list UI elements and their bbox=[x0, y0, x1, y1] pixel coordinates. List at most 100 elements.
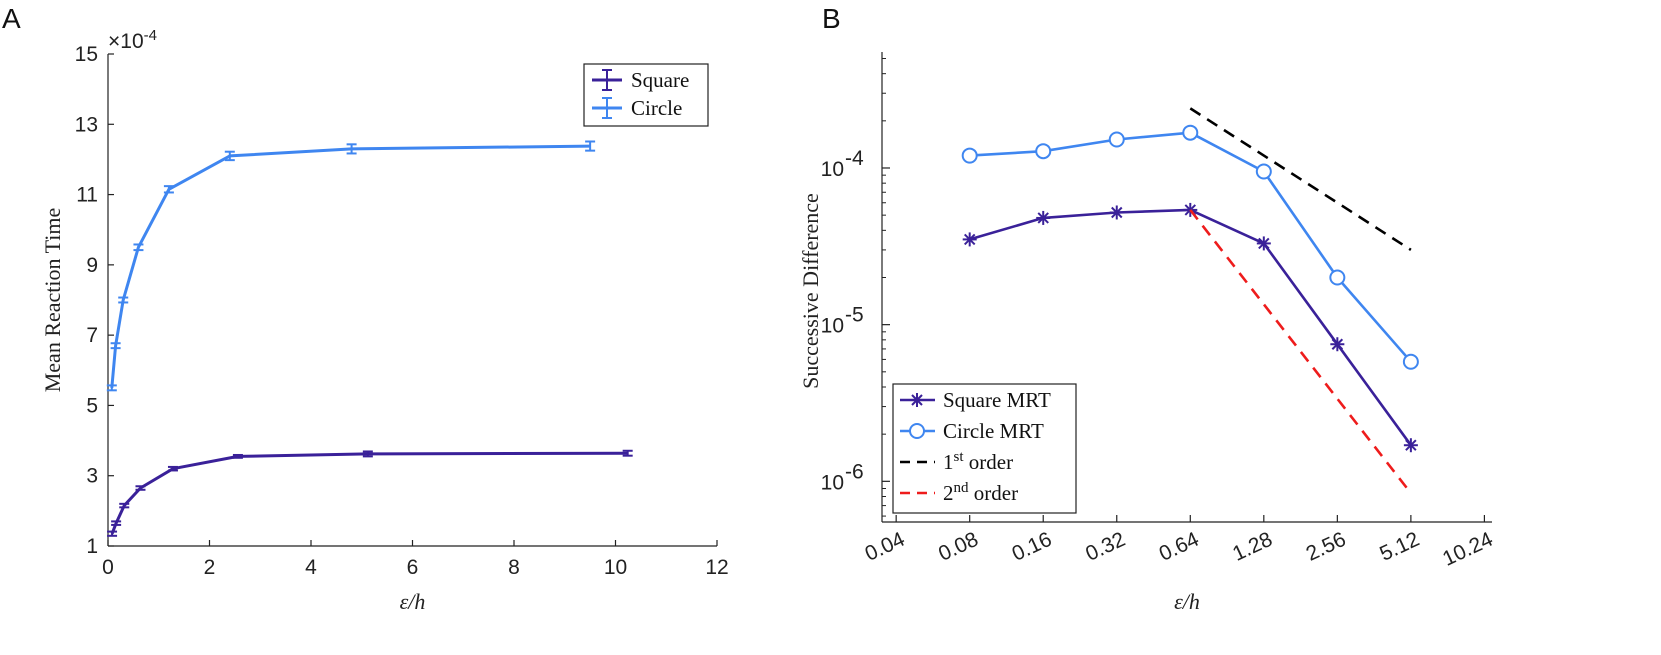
error-bar bbox=[110, 342, 121, 350]
x-tick-label: 0.04 bbox=[862, 528, 909, 566]
x-tick-label: 1.28 bbox=[1229, 528, 1276, 566]
series-line-circle-mrt bbox=[969, 131, 1412, 363]
legend-label-order: 1st order bbox=[943, 449, 1013, 474]
x-tick-label: 0.64 bbox=[1156, 528, 1203, 566]
y-axis-label: Mean Reaction Time bbox=[40, 208, 65, 393]
legend-label-order: 2nd order bbox=[943, 480, 1018, 505]
legend-label-base: 2 bbox=[943, 481, 954, 505]
y-tick-label: 15 bbox=[75, 43, 98, 66]
x-tick-label: 0.32 bbox=[1082, 528, 1129, 566]
legend-label: Circle MRT bbox=[943, 419, 1044, 443]
error-bar bbox=[346, 143, 357, 155]
asterisk-marker bbox=[1109, 205, 1124, 220]
y-tick-label: 10 bbox=[821, 158, 844, 181]
error-bar bbox=[106, 384, 117, 392]
error-bar bbox=[362, 450, 373, 458]
asterisk-stroke bbox=[963, 233, 976, 246]
error-bar bbox=[232, 453, 243, 459]
y-tick-label: 13 bbox=[75, 113, 98, 136]
y-tick-label: 9 bbox=[86, 254, 98, 277]
legend-label-square: Square bbox=[631, 68, 689, 92]
chart-b-successive-difference: 10-610-510 -40.04 0.08 0.16 0.32 0.64 1.28 2.56… bbox=[798, 52, 1497, 614]
y-tick-label: 5 bbox=[86, 394, 98, 417]
x-tick-label: 0.16 bbox=[1009, 528, 1056, 566]
series-line-1st-order bbox=[1189, 107, 1412, 251]
error-bar bbox=[133, 243, 144, 252]
y-tick-exponent: -5 bbox=[845, 304, 864, 327]
asterisk-marker bbox=[962, 232, 977, 247]
circle-marker bbox=[1108, 131, 1125, 148]
asterisk-stroke bbox=[1258, 237, 1270, 250]
error-bar bbox=[107, 530, 118, 537]
legend-label: Square MRT bbox=[943, 388, 1051, 412]
y-tick-base: 10 bbox=[821, 471, 844, 494]
legend-swatch-marker bbox=[909, 423, 925, 439]
error-bar bbox=[119, 502, 130, 509]
circle-marker bbox=[1035, 143, 1052, 160]
x-tick-label: 2 bbox=[204, 556, 216, 579]
panel-label-b: B bbox=[822, 3, 841, 34]
legend-label-base: 1 bbox=[943, 450, 954, 474]
error-bar bbox=[111, 520, 122, 526]
y-tick-label: 7 bbox=[86, 324, 98, 347]
legend-label-sup: st bbox=[954, 449, 965, 465]
x-tick-label: 0.08 bbox=[935, 528, 982, 566]
y-tick-base: 10 bbox=[821, 315, 844, 338]
y-exponent-label: ×10-4 bbox=[108, 27, 157, 53]
asterisk-stroke bbox=[1331, 338, 1344, 350]
series-line-square bbox=[110, 451, 628, 535]
y-tick-base: 10 bbox=[821, 158, 844, 181]
y-multiplier-base: ×10 bbox=[108, 30, 144, 53]
y-tick-label: 3 bbox=[86, 465, 98, 488]
circle-marker bbox=[1329, 269, 1346, 286]
legend-label-rest: order bbox=[969, 481, 1019, 505]
series-line-2nd-order bbox=[1189, 209, 1412, 494]
y-tick-label: 10 bbox=[821, 471, 844, 494]
legend-label-sup: nd bbox=[954, 480, 970, 496]
y-tick-label: 11 bbox=[76, 184, 98, 207]
legend-box bbox=[583, 63, 709, 127]
asterisk-stroke bbox=[1111, 206, 1123, 219]
y-tick-exponent: -4 bbox=[845, 147, 864, 170]
error-bar bbox=[224, 150, 235, 162]
asterisk-marker bbox=[1036, 210, 1051, 225]
asterisk-stroke bbox=[1405, 439, 1417, 451]
x-axis-label: ε/h bbox=[400, 589, 426, 614]
x-axis-label: ε/h bbox=[1174, 589, 1200, 614]
panel-label-a: A bbox=[2, 3, 21, 34]
y-axis-label: Successive Difference bbox=[798, 193, 823, 389]
asterisk-stroke bbox=[1037, 212, 1049, 224]
circle-marker bbox=[1182, 124, 1199, 141]
x-tick-label: 12 bbox=[705, 556, 728, 579]
error-bar bbox=[585, 140, 596, 152]
error-bar bbox=[135, 485, 146, 491]
circle-marker bbox=[961, 147, 978, 164]
legend-a: Square Circle bbox=[583, 63, 709, 127]
legend-box bbox=[892, 383, 1077, 514]
x-tick-label: 0 bbox=[102, 556, 114, 579]
x-tick-label: 10.24 bbox=[1439, 528, 1497, 571]
error-bar bbox=[118, 296, 129, 304]
error-bar bbox=[163, 185, 174, 194]
series-line-circle bbox=[110, 144, 591, 389]
y-exponent-value: -4 bbox=[144, 27, 157, 44]
asterisk-marker bbox=[910, 393, 924, 407]
asterisk-marker bbox=[1330, 337, 1345, 352]
legend-label-circle: Circle bbox=[631, 96, 682, 120]
y-tick-label: 1 bbox=[86, 535, 98, 558]
x-tick-label: 10 bbox=[604, 556, 627, 579]
legend-label-rest: order bbox=[964, 450, 1014, 474]
x-tick-label: 5.12 bbox=[1376, 528, 1423, 566]
x-tick-label: 8 bbox=[508, 556, 520, 579]
error-bar bbox=[622, 449, 633, 457]
x-tick-label: 4 bbox=[305, 556, 317, 579]
circle-marker bbox=[1402, 353, 1419, 370]
asterisk-stroke bbox=[911, 394, 923, 406]
asterisk-marker bbox=[1403, 438, 1418, 453]
circle-marker bbox=[1255, 163, 1272, 180]
y-tick-exponent: -6 bbox=[845, 460, 864, 483]
x-tick-label: 6 bbox=[407, 556, 419, 579]
